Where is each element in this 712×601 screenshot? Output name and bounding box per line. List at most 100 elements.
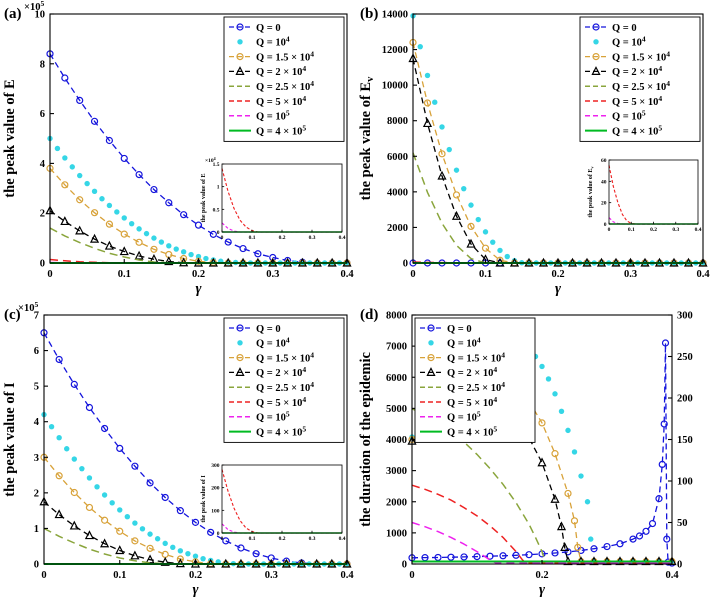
svg-text:0.4: 0.4	[340, 269, 354, 280]
svg-text:0.1: 0.1	[113, 570, 126, 581]
svg-text:0: 0	[403, 259, 408, 270]
svg-text:Q = 1.5 × 104: Q = 1.5 × 104	[612, 49, 670, 63]
svg-text:0: 0	[402, 560, 407, 571]
svg-text:0.2: 0.2	[535, 570, 548, 581]
svg-text:8000: 8000	[386, 311, 407, 322]
svg-text:0.4: 0.4	[695, 227, 702, 233]
svg-text:0: 0	[608, 227, 611, 233]
svg-text:60: 60	[601, 158, 607, 164]
svg-text:Q = 105: Q = 105	[612, 109, 646, 123]
svg-text:0: 0	[41, 570, 46, 581]
svg-text:0: 0	[40, 259, 45, 270]
svg-text:Q = 4 × 105: Q = 4 × 105	[256, 123, 306, 137]
svg-text:Q = 104: Q = 104	[256, 336, 290, 350]
svg-text:Q = 2.5 × 104: Q = 2.5 × 104	[612, 79, 670, 93]
svg-text:Q = 104: Q = 104	[256, 35, 290, 49]
svg-text:Q = 2.5 × 104: Q = 2.5 × 104	[256, 380, 314, 394]
svg-text:6: 6	[34, 346, 39, 357]
svg-text:Q = 4 × 105: Q = 4 × 105	[612, 123, 662, 137]
svg-text:Q = 5 × 104: Q = 5 × 104	[256, 395, 306, 409]
svg-text:3: 3	[34, 453, 39, 464]
svg-text:6000: 6000	[387, 152, 408, 163]
svg-text:the peak value of I: the peak value of I	[2, 382, 18, 497]
svg-text:0.3: 0.3	[265, 570, 278, 581]
svg-text:2000: 2000	[386, 497, 407, 508]
svg-text:0: 0	[221, 536, 224, 542]
svg-text:0.2: 0.2	[279, 536, 286, 542]
panel-a-inset: 0 0.1 0.2 0.3 0.4 0 0.5 1 1.5 the peak value of E…	[201, 156, 346, 241]
panel-c: 0 0.1 0.2 0.3 0.4 0 1 2 3 4 5 6 7 the peak value of I…	[2, 300, 354, 598]
svg-text:0: 0	[604, 222, 607, 228]
svg-text:Q = 104: Q = 104	[612, 35, 646, 49]
svg-text:40: 40	[601, 179, 607, 185]
svg-text:200: 200	[211, 486, 220, 492]
svg-text:200: 200	[677, 394, 693, 405]
svg-text:×104: ×104	[205, 156, 216, 164]
svg-text:12000: 12000	[382, 45, 408, 56]
svg-text:0: 0	[217, 230, 220, 236]
svg-text:0.2: 0.2	[279, 235, 286, 241]
svg-text:4000: 4000	[387, 187, 408, 198]
svg-text:×105: ×105	[24, 0, 44, 13]
svg-text:0.3: 0.3	[624, 269, 637, 280]
svg-text:(c): (c)	[4, 307, 21, 323]
svg-text:Q = 2.5 × 104: Q = 2.5 × 104	[256, 79, 314, 93]
svg-text:100: 100	[677, 477, 693, 488]
svg-text:4: 4	[40, 159, 46, 170]
svg-text:0.2: 0.2	[551, 269, 564, 280]
svg-text:5000: 5000	[386, 404, 407, 415]
svg-text:(d): (d)	[360, 307, 378, 323]
svg-text:(a): (a)	[4, 6, 22, 22]
svg-text:2000: 2000	[387, 223, 408, 234]
svg-text:0.4: 0.4	[665, 570, 679, 581]
svg-text:Q = 5 × 104: Q = 5 × 104	[612, 94, 662, 108]
svg-text:Q = 0: Q = 0	[256, 23, 281, 34]
svg-text:0: 0	[410, 269, 415, 280]
panel-b: 0 0.1 0.2 0.3 0.4020004000600080001000012000…	[358, 6, 710, 297]
svg-text:the peak value of I: the peak value of I	[201, 475, 207, 523]
svg-text:0: 0	[221, 235, 224, 241]
svg-text:the peak value of Ev: the peak value of Ev	[588, 166, 594, 218]
svg-text:4: 4	[34, 417, 40, 428]
svg-text:the peak value of Ev: the peak value of Ev	[358, 76, 376, 200]
svg-text:20: 20	[601, 201, 607, 207]
svg-text:Q = 104: Q = 104	[447, 336, 481, 350]
svg-text:0.3: 0.3	[309, 235, 316, 241]
svg-text:Q = 0: Q = 0	[447, 324, 472, 335]
svg-text:γ: γ	[539, 582, 546, 598]
svg-text:γ: γ	[555, 281, 562, 297]
svg-text:10: 10	[35, 10, 46, 21]
svg-text:4000: 4000	[386, 435, 407, 446]
svg-text:250: 250	[677, 352, 693, 363]
svg-text:0: 0	[409, 570, 414, 581]
svg-text:Q = 2.5 × 104: Q = 2.5 × 104	[447, 380, 505, 394]
svg-text:0.2: 0.2	[650, 227, 657, 233]
svg-text:2: 2	[40, 209, 45, 220]
svg-text:0.2: 0.2	[192, 269, 205, 280]
svg-text:0: 0	[217, 531, 220, 537]
svg-text:8000: 8000	[387, 116, 408, 127]
svg-text:1: 1	[217, 185, 220, 191]
svg-text:50: 50	[677, 518, 688, 529]
panel-d: 0 0.2 0.4010002000300040005000600070008000…	[358, 307, 693, 598]
svg-text:0: 0	[34, 560, 39, 571]
svg-text:10000: 10000	[382, 81, 408, 92]
svg-text:Q = 4 × 105: Q = 4 × 105	[256, 424, 306, 438]
svg-text:Q = 1.5 × 104: Q = 1.5 × 104	[447, 350, 505, 364]
svg-text:8: 8	[40, 59, 45, 70]
svg-text:14000: 14000	[382, 10, 408, 21]
svg-text:Q = 1.5 × 104: Q = 1.5 × 104	[256, 350, 314, 364]
svg-text:Q = 105: Q = 105	[256, 109, 290, 123]
svg-text:Q = 1.5 × 104: Q = 1.5 × 104	[256, 49, 314, 63]
svg-text:Q = 0: Q = 0	[256, 324, 281, 335]
svg-text:2: 2	[34, 488, 39, 499]
svg-text:150: 150	[677, 435, 693, 446]
svg-text:300: 300	[211, 463, 220, 469]
svg-text:0.4: 0.4	[339, 235, 346, 241]
svg-text:0: 0	[677, 560, 682, 571]
svg-text:0.4: 0.4	[696, 269, 710, 280]
svg-text:γ: γ	[195, 281, 202, 297]
svg-text:the peak value of E: the peak value of E	[201, 173, 207, 222]
